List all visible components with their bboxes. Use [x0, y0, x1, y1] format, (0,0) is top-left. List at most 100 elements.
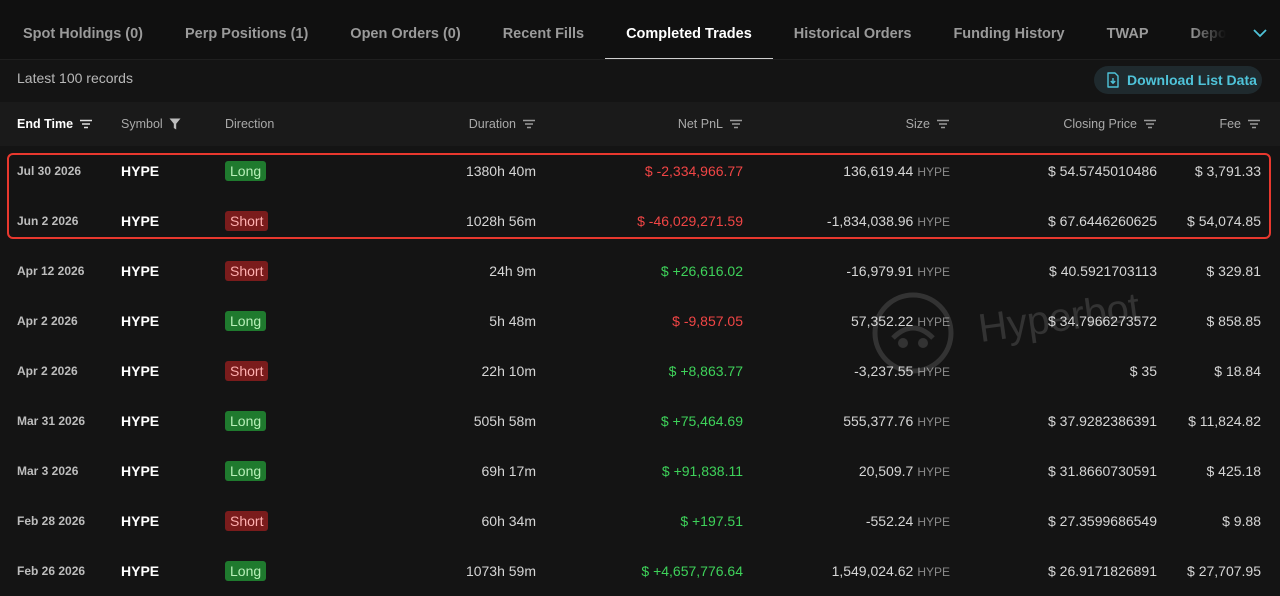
cell-closing-price: $ 37.9282386391: [1048, 413, 1157, 429]
cell-direction: Long: [225, 546, 267, 596]
tab-spot-holdings[interactable]: Spot Holdings (0): [23, 26, 144, 42]
tab-list: Spot Holdings (0) Perp Positions (1) Ope…: [2, 0, 1280, 59]
tab-open-orders[interactable]: Open Orders (0): [350, 26, 461, 42]
tab-historical-orders[interactable]: Historical Orders: [793, 26, 912, 42]
size-unit: HYPE: [917, 365, 950, 379]
cell-closing-price: $ 31.8660730591: [1048, 463, 1157, 479]
filter-icon[interactable]: [169, 118, 181, 130]
column-fee-label: Fee: [1219, 117, 1241, 131]
cell-end-time: Apr 2 2026: [17, 314, 78, 328]
cell-closing-price: $ 40.5921703113: [1049, 263, 1157, 279]
cell-end-time: Jul 30 2026: [17, 164, 82, 178]
cell-size: 1,549,024.62 HYPE: [832, 546, 950, 596]
column-closing-price-label: Closing Price: [1063, 117, 1137, 131]
cell-symbol: HYPE: [121, 363, 160, 379]
size-unit: HYPE: [917, 465, 950, 479]
tab-recent-fills[interactable]: Recent Fills: [502, 26, 585, 42]
cell-duration: 1028h 56m: [465, 213, 536, 229]
column-duration-label: Duration: [468, 117, 516, 131]
size-value: -16,979.91: [846, 263, 914, 279]
table-row: Feb 28 2026 HYPE Short 60h 34m $ +197.51 -552…: [0, 496, 1280, 546]
cell-size: 555,377.76 HYPE: [843, 396, 950, 446]
column-net-pnl[interactable]: Net PnL: [678, 117, 743, 131]
cell-fee: $ 425.18: [1206, 463, 1262, 479]
table-row: Jul 30 2026 HYPE Long 1380h 40m $ -2,334,966…: [0, 146, 1280, 196]
column-symbol-label: Symbol: [121, 117, 163, 131]
tab-twap[interactable]: TWAP: [1106, 26, 1149, 42]
cell-net-pnl: $ -2,334,966.77: [644, 163, 743, 179]
cell-net-pnl: $ +4,657,776.64: [641, 563, 743, 579]
column-direction-label: Direction: [225, 117, 275, 131]
download-list-button[interactable]: Download List Data: [1094, 66, 1262, 94]
cell-fee: $ 11,824.82: [1188, 413, 1261, 429]
tab-overflow-fade: [1190, 0, 1280, 59]
tab-completed-trades[interactable]: Completed Trades: [605, 0, 773, 59]
list-toolbar: Latest 100 records Download List Data: [0, 60, 1280, 102]
cell-duration: 505h 58m: [473, 413, 536, 429]
cell-fee: $ 329.81: [1206, 263, 1262, 279]
column-symbol[interactable]: Symbol: [121, 117, 181, 131]
cell-duration: 1073h 59m: [465, 563, 536, 579]
cell-end-time: Feb 28 2026: [17, 514, 86, 528]
sort-icon: [1248, 119, 1260, 129]
size-unit: HYPE: [917, 315, 950, 329]
size-unit: HYPE: [917, 215, 950, 229]
cell-symbol: HYPE: [121, 513, 160, 529]
cell-symbol: HYPE: [121, 263, 160, 279]
cell-direction: Long: [225, 396, 267, 446]
column-duration[interactable]: Duration: [469, 117, 536, 131]
column-closing-price[interactable]: Closing Price: [1063, 117, 1157, 131]
column-size-label: Size: [905, 117, 930, 131]
cell-end-time: Mar 31 2026: [17, 414, 86, 428]
column-size[interactable]: Size: [906, 117, 950, 131]
column-direction: Direction: [225, 117, 274, 131]
cell-direction: Long: [225, 296, 267, 346]
cell-duration: 60h 34m: [481, 513, 536, 529]
sort-icon: [1144, 119, 1156, 129]
cell-fee: $ 27,707.95: [1187, 563, 1261, 579]
cell-net-pnl: $ +8,863.77: [668, 363, 743, 379]
direction-badge: Long: [225, 561, 267, 581]
table-row: Feb 26 2026 HYPE Long 1073h 59m $ +4,657,776…: [0, 546, 1280, 596]
cell-end-time: Apr 2 2026: [17, 364, 78, 378]
sort-icon: [523, 119, 535, 129]
cell-duration: 5h 48m: [489, 313, 536, 329]
cell-symbol: HYPE: [121, 413, 160, 429]
cell-symbol: HYPE: [121, 163, 160, 179]
cell-net-pnl: $ -9,857.05: [672, 313, 743, 329]
cell-fee: $ 858.85: [1206, 313, 1262, 329]
records-count-label: Latest 100 records: [17, 70, 133, 86]
table-row: Jun 2 2026 HYPE Short 1028h 56m $ -46,029,27…: [0, 196, 1280, 246]
cell-direction: Short: [225, 346, 269, 396]
size-unit: HYPE: [917, 265, 950, 279]
direction-badge: Long: [225, 311, 267, 331]
direction-badge: Short: [225, 261, 269, 281]
size-value: 20,509.7: [858, 463, 914, 479]
cell-net-pnl: $ +91,838.11: [661, 463, 743, 479]
cell-size: 136,619.44 HYPE: [843, 146, 950, 196]
cell-closing-price: $ 34.7966273572: [1048, 313, 1157, 329]
cell-symbol: HYPE: [121, 213, 160, 229]
tab-bar: Spot Holdings (0) Perp Positions (1) Ope…: [0, 0, 1280, 60]
tab-perp-positions[interactable]: Perp Positions (1): [185, 26, 309, 42]
cell-symbol: HYPE: [121, 463, 160, 479]
size-unit: HYPE: [917, 415, 950, 429]
direction-badge: Long: [225, 411, 267, 431]
column-net-pnl-label: Net PnL: [677, 117, 723, 131]
table-row: Apr 2 2026 HYPE Long 5h 48m $ -9,857.05 57,35…: [0, 296, 1280, 346]
cell-end-time: Apr 12 2026: [17, 264, 85, 278]
cell-fee: $ 54,074.85: [1187, 213, 1261, 229]
column-end-time-label: End Time: [17, 117, 74, 131]
direction-badge: Long: [225, 461, 267, 481]
tab-funding-history[interactable]: Funding History: [953, 26, 1065, 42]
chevron-down-icon[interactable]: [1252, 25, 1268, 41]
table-row: Mar 31 2026 HYPE Long 505h 58m $ +75,464.69 5…: [0, 396, 1280, 446]
size-unit: HYPE: [917, 515, 950, 529]
cell-fee: $ 18.84: [1214, 363, 1261, 379]
column-fee[interactable]: Fee: [1219, 117, 1261, 131]
direction-badge: Short: [225, 511, 269, 531]
cell-fee: $ 3,791.33: [1194, 163, 1261, 179]
column-end-time[interactable]: End Time: [17, 117, 93, 131]
cell-duration: 22h 10m: [481, 363, 536, 379]
table-row: Apr 2 2026 HYPE Short 22h 10m $ +8,863.77 -3,…: [0, 346, 1280, 396]
